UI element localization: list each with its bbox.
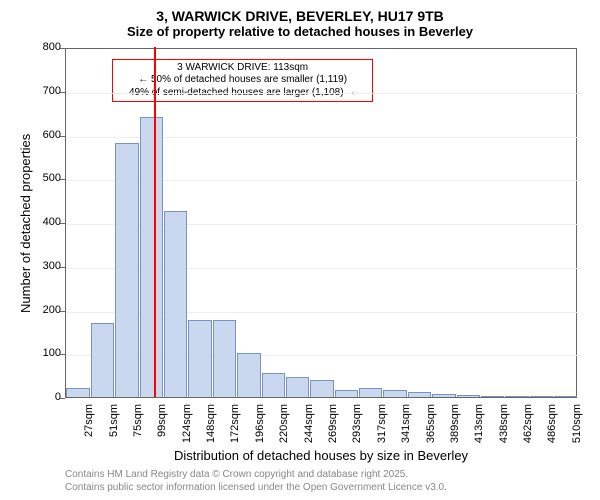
x-tick-label: 365sqm [425,404,437,454]
x-tick-label: 293sqm [351,404,363,454]
histogram-bar [457,395,480,397]
y-tick-mark [60,136,65,137]
x-tick-label: 51sqm [108,404,120,454]
x-tick-label: 148sqm [205,404,217,454]
histogram-bar [91,323,114,397]
histogram-bar [213,320,236,397]
footer-attribution: Contains HM Land Registry data © Crown c… [65,468,447,494]
y-tick-label: 500 [31,172,61,184]
x-tick-label: 244sqm [303,404,315,454]
histogram-bar [335,390,358,397]
x-tick-label: 75sqm [132,404,144,454]
chart-container: 3, WARWICK DRIVE, BEVERLEY, HU17 9TB Siz… [0,0,600,500]
histogram-bar [505,396,528,397]
y-tick-mark [60,223,65,224]
x-tick-label: 196sqm [254,404,266,454]
x-tick-label: 486sqm [546,404,558,454]
grid-line [66,93,578,94]
x-tick-label: 317sqm [376,404,388,454]
histogram-bar [383,390,406,397]
histogram-bar [286,377,309,397]
annotation-box: 3 WARWICK DRIVE: 113sqm ← 50% of detache… [112,59,373,103]
y-tick-label: 300 [31,260,61,272]
y-tick-mark [60,179,65,180]
x-tick-label: 124sqm [181,404,193,454]
histogram-bar [140,117,163,397]
y-tick-mark [60,92,65,93]
y-tick-label: 0 [31,391,61,403]
y-tick-label: 800 [31,41,61,53]
x-tick-label: 220sqm [278,404,290,454]
x-tick-label: 172sqm [229,404,241,454]
histogram-bar [164,211,187,397]
y-tick-mark [60,267,65,268]
x-tick-label: 341sqm [400,404,412,454]
histogram-bar [481,396,504,397]
x-tick-label: 27sqm [83,404,95,454]
y-tick-label: 100 [31,347,61,359]
x-tick-label: 389sqm [449,404,461,454]
x-tick-label: 462sqm [522,404,534,454]
footer-line2: Contains public sector information licen… [65,481,447,494]
chart-title: 3, WARWICK DRIVE, BEVERLEY, HU17 9TB [0,0,600,24]
histogram-bar [66,388,89,397]
reference-line [154,47,156,397]
histogram-bar [115,143,138,397]
x-tick-label: 510sqm [571,404,583,454]
x-tick-label: 269sqm [327,404,339,454]
y-tick-mark [60,48,65,49]
histogram-bar [262,373,285,397]
histogram-bar [237,353,260,397]
y-tick-mark [60,311,65,312]
chart-subtitle: Size of property relative to detached ho… [0,24,600,43]
histogram-bar [408,392,431,397]
histogram-bar [432,394,455,397]
y-tick-label: 200 [31,304,61,316]
histogram-bar [188,320,211,397]
y-tick-mark [60,398,65,399]
footer-line1: Contains HM Land Registry data © Crown c… [65,468,447,481]
histogram-bar [310,380,333,398]
x-tick-label: 413sqm [473,404,485,454]
y-tick-label: 400 [31,216,61,228]
y-tick-label: 700 [31,85,61,97]
y-tick-mark [60,354,65,355]
x-tick-label: 438sqm [498,404,510,454]
x-tick-label: 99sqm [156,404,168,454]
histogram-bar [359,388,382,397]
plot-area: 3 WARWICK DRIVE: 113sqm ← 50% of detache… [65,48,577,398]
histogram-bar [554,396,577,397]
histogram-bar [530,396,553,397]
y-tick-label: 600 [31,129,61,141]
